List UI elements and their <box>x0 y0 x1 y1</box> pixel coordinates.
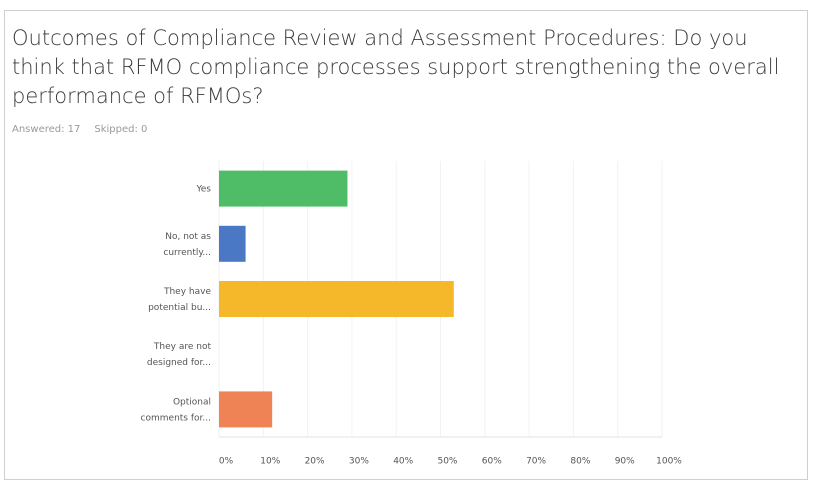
x-tick-label: 50% <box>437 457 457 467</box>
y-tick-label-line: Optional <box>173 397 211 407</box>
x-tick-label: 40% <box>393 457 413 467</box>
x-tick-label: 20% <box>305 457 325 467</box>
x-tick-label: 70% <box>526 457 546 467</box>
x-tick-label: 30% <box>349 457 369 467</box>
y-tick-label-line: They are not <box>153 342 212 352</box>
y-tick-label-line: No, not as <box>165 231 211 241</box>
x-tick-label: 60% <box>482 457 502 467</box>
skipped: Skipped: 0 <box>94 124 148 135</box>
x-tick-label: 100% <box>656 457 682 467</box>
stats: Answered: 17 Skipped: 0 <box>12 124 161 135</box>
x-tick-label: 10% <box>260 457 280 467</box>
y-tick-label: They are not designed for... <box>147 342 212 368</box>
bar <box>219 391 273 428</box>
y-tick-label-line: potential bu... <box>148 303 211 313</box>
y-tick-label-line: designed for... <box>147 358 211 368</box>
y-tick-label: Yes <box>195 184 211 194</box>
y-tick-label-line: They have <box>163 287 211 297</box>
x-tick-label: 0% <box>219 457 234 467</box>
y-tick-label: Optional comments for... <box>141 397 211 423</box>
y-tick-label-line: currently... <box>163 247 211 257</box>
bar <box>219 170 348 207</box>
x-tick-label: 90% <box>615 457 635 467</box>
chart-title: Outcomes of Compliance Review and Assess… <box>12 26 780 108</box>
y-tick-label: They have potential bu... <box>148 287 211 313</box>
bar <box>219 225 246 262</box>
y-tick-label: No, not as currently... <box>163 231 211 257</box>
bar <box>219 281 454 317</box>
x-tick-label: 80% <box>570 457 590 467</box>
answered: Answered: 17 <box>12 124 81 135</box>
y-tick-label-line: Yes <box>195 184 211 194</box>
y-tick-label-line: comments for... <box>141 413 211 423</box>
